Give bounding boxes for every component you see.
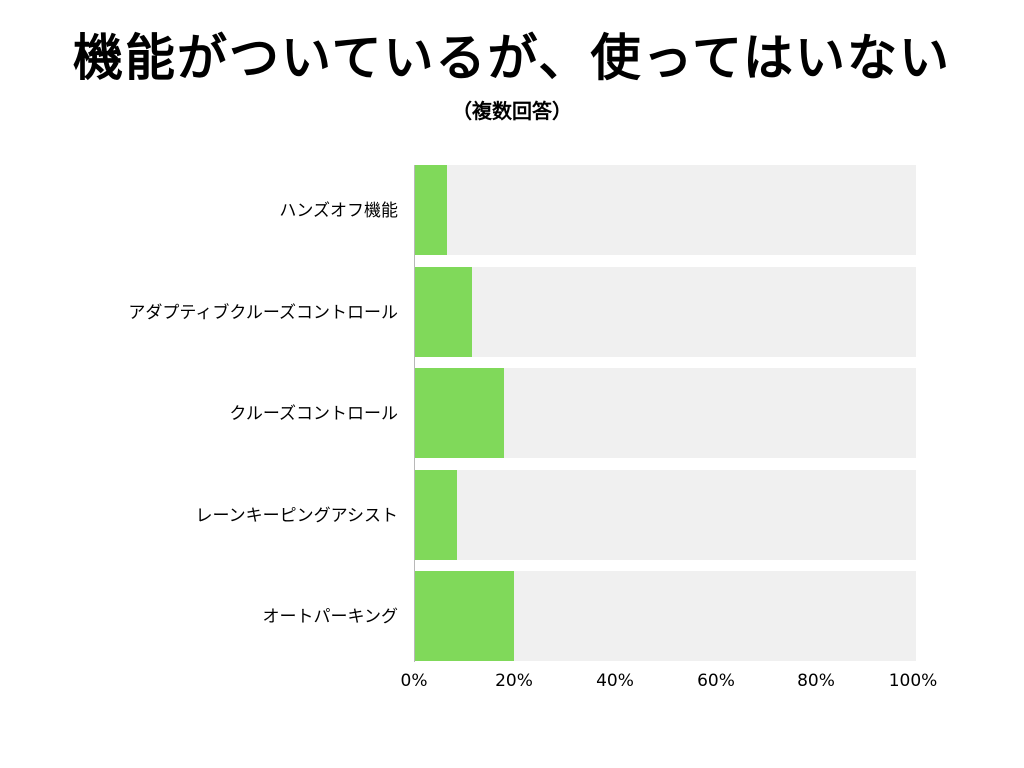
x-tick-label: 100% xyxy=(888,671,938,691)
gridline xyxy=(414,165,415,662)
x-tick-label: 40% xyxy=(596,671,634,691)
category-label: オートパーキング xyxy=(262,607,399,627)
x-tick-label: 20% xyxy=(495,671,533,691)
category-label: ハンズオフ機能 xyxy=(279,201,398,221)
category-label: レーンキーピングアシスト xyxy=(195,506,398,526)
plot-area xyxy=(414,165,916,662)
bar xyxy=(414,267,472,357)
bar-track xyxy=(414,267,916,357)
x-tick-label: 60% xyxy=(697,671,735,691)
category-label: クルーズコントロール xyxy=(229,404,398,424)
bar xyxy=(414,165,447,255)
bar-track xyxy=(414,470,916,560)
bar xyxy=(414,571,515,661)
bar xyxy=(414,368,505,458)
category-label: アダプティブクルーズコントロール xyxy=(128,303,398,323)
bar-track xyxy=(414,368,916,458)
chart-subtitle: （複数回答） xyxy=(452,99,572,123)
x-tick-label: 80% xyxy=(797,671,835,691)
bar-track xyxy=(414,165,916,255)
bar-track xyxy=(414,571,916,661)
bar xyxy=(414,470,457,560)
chart-title: 機能がついているが、使ってはいない xyxy=(73,29,951,87)
x-tick-label: 0% xyxy=(400,671,428,691)
